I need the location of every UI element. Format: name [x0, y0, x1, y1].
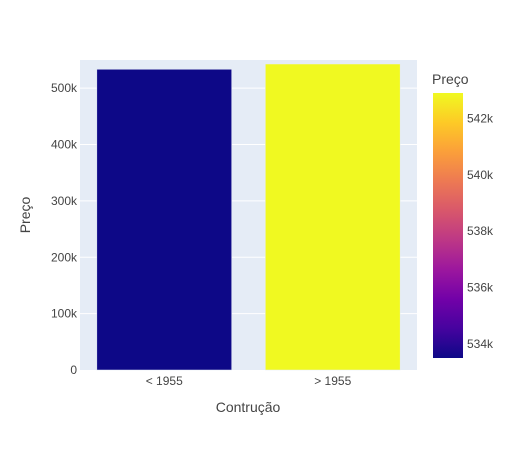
- colorbar-gradient: [433, 93, 463, 358]
- colorbar-ticks: 534k 536k 538k 540k 542k: [467, 111, 494, 351]
- y-tick-label: 200k: [51, 250, 78, 264]
- y-tick-label: 400k: [51, 138, 78, 152]
- colorbar: Preço 534k 536k 538k 540k 542k: [432, 71, 494, 358]
- colorbar-tick-label: 536k: [467, 281, 494, 295]
- y-axis-title: Preço: [17, 197, 33, 234]
- x-axis-title: Contrução: [216, 399, 281, 415]
- x-tick-label: < 1955: [146, 374, 183, 388]
- y-tick-label: 0: [70, 363, 77, 377]
- x-tick-label: > 1955: [314, 374, 351, 388]
- colorbar-tick-label: 542k: [467, 111, 494, 125]
- y-tick-label: 300k: [51, 194, 78, 208]
- bar: [96, 69, 232, 371]
- bars: [96, 63, 401, 371]
- colorbar-tick-label: 534k: [467, 337, 494, 351]
- colorbar-tick-label: 540k: [467, 168, 494, 182]
- y-tick-label: 100k: [51, 307, 78, 321]
- colorbar-title: Preço: [432, 71, 469, 87]
- y-axis-ticks: 0 100k 200k 300k 400k 500k: [51, 81, 78, 377]
- x-axis-ticks: < 1955 > 1955: [146, 374, 352, 388]
- y-tick-label: 500k: [51, 81, 78, 95]
- bar: [265, 63, 401, 371]
- colorbar-tick-label: 538k: [467, 224, 494, 238]
